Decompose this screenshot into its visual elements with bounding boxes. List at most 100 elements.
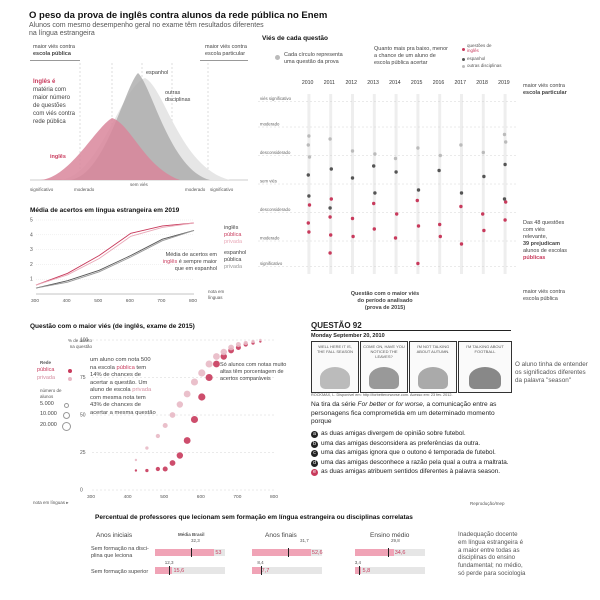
years-row-label-4: desconsiderado — [260, 207, 291, 212]
years-dot-1-8 — [416, 188, 421, 192]
scatter-dot-0-10 — [213, 360, 220, 368]
bars-row-label-2: Sem formação superior — [91, 569, 149, 575]
years-dot-0-11 — [395, 212, 399, 216]
option-d[interactable]: d uma das amigas desconhece a razão pela … — [311, 459, 511, 467]
option-a[interactable]: a as duas amigas divergem de opinião sobr… — [311, 430, 511, 438]
line-note: Média de acertos em inglês é sempre maio… — [162, 252, 217, 272]
density-tick-sem-vies: sem viés — [130, 182, 149, 187]
years-dot-1-5 — [373, 191, 377, 195]
option-c[interactable]: c uma das amigas ignora que o outono é te… — [311, 449, 511, 457]
bars-panel-title: Percentual de professores que lecionam s… — [95, 514, 413, 521]
scatter-legend-rede: Rede — [40, 360, 52, 365]
scatter-dot-0-7 — [190, 415, 199, 424]
option-b-letter: b — [311, 440, 318, 448]
years-right-bottom-2: escola pública — [523, 296, 558, 302]
scatter-dot-1-6 — [183, 390, 191, 398]
scatter-dot-1-0 — [134, 458, 138, 462]
bar-1-0 — [252, 549, 311, 556]
scatter-dot-0-5 — [176, 452, 184, 459]
scatter-dot-0-3 — [162, 466, 168, 472]
scatter-panel-title: Questão com o maior viés (de inglês, exa… — [30, 323, 195, 330]
years-dot-0-10 — [372, 227, 376, 231]
years-dot-0-7 — [350, 216, 355, 221]
bar-value-1-0: 52,6 — [311, 549, 323, 556]
scatter-dot-1-7 — [190, 378, 199, 386]
years-dot-2-5 — [373, 152, 377, 156]
page-subtitle-1: Alunos com mesmo desempenho geral no exa… — [29, 22, 264, 29]
scatter-dot-1-11 — [220, 348, 227, 356]
bars-group-0-media: 32,3 — [191, 538, 200, 543]
years-row-label-6: significativo — [260, 261, 283, 266]
scatter-legend-privada: privada — [37, 375, 56, 381]
years-dot-2-7 — [416, 146, 420, 150]
years-dot-0-2 — [307, 203, 312, 207]
scatter-note-left: um aluno com nota 500 na escola pública … — [90, 357, 156, 416]
density-right-label-2: escola particular — [205, 51, 246, 57]
scatter-legend-publica: pública — [37, 367, 55, 373]
density-left-arrow — [30, 60, 80, 61]
years-row-label-2: desconsiderado — [260, 150, 291, 155]
years-row-label-3: sem viés — [260, 179, 277, 184]
legend-circle-icon — [275, 55, 280, 60]
bar-value-2-1: 5,8 — [362, 567, 371, 574]
years-dot-2-9 — [459, 143, 463, 147]
scatter-dot-0-2 — [155, 466, 160, 472]
density-chart: moderado significativo sem viés moderado… — [30, 63, 248, 192]
bar-bg-0-1 — [155, 567, 225, 574]
bars-group-2-media: 29,8 — [391, 538, 400, 543]
scatter-dot-0-4 — [169, 460, 176, 466]
years-dot-0-18 — [459, 204, 463, 209]
bar-0-0 — [155, 549, 215, 556]
scatter-dot-1-3 — [162, 422, 168, 429]
years-dot-2-4 — [350, 149, 355, 153]
scatter-dot-1-2 — [155, 433, 160, 439]
line-xlabel: nota em línguas — [208, 289, 225, 300]
years-dot-0-8 — [351, 234, 355, 239]
line-series-0 — [35, 222, 195, 286]
option-b[interactable]: b uma das amigas desconsidera as preferên… — [311, 440, 511, 448]
bars-side-note: Inadequação docente em língua estrangeir… — [458, 531, 526, 577]
legend-publica-icon — [68, 369, 72, 373]
years-legend-espanhol: espanhol — [467, 56, 486, 61]
legend-privada-icon — [68, 377, 72, 381]
comic-figure-1 — [320, 367, 350, 389]
option-e[interactable]: e as duas amigas atribuem sentidos difere… — [311, 468, 511, 476]
scatter-dot-1-4 — [169, 412, 176, 418]
scatter-xtick-600: 600 — [197, 494, 205, 500]
question-title-rule — [311, 330, 511, 331]
years-legend-circle: Cada círculo representa uma questão da p… — [284, 52, 343, 65]
scatter-dot-0-9 — [205, 373, 213, 382]
scatter-dot-1-10 — [213, 353, 220, 360]
years-dot-0-21 — [481, 212, 485, 216]
years-dot-0-1 — [307, 230, 311, 234]
year-label-2010: 2010 — [302, 80, 314, 86]
years-dot-2-1 — [307, 134, 311, 138]
bar-media-marker-1-1 — [261, 566, 263, 575]
density-tick-significativo-left: significativo — [30, 187, 54, 192]
scatter-dot-0-6 — [183, 437, 191, 444]
scatter-dot-0-0 — [134, 469, 138, 472]
line-ytick-1: 1 — [30, 277, 33, 283]
line-xtick-500: 500 — [94, 298, 102, 304]
years-dot-1-4 — [350, 176, 355, 180]
bar-media-marker-2-1 — [358, 566, 360, 575]
years-dot-1-10 — [459, 191, 464, 195]
scatter-dot-1-16 — [259, 338, 262, 342]
bar-bg-2-1 — [355, 567, 425, 574]
years-dot-0-12 — [393, 236, 398, 240]
bar-1-1 — [252, 567, 261, 574]
page-title: O peso da prova de inglês contra alunos … — [29, 10, 328, 21]
scatter-xtick-400: 400 — [124, 494, 132, 500]
years-legend-outras: outras disciplinas — [467, 63, 502, 68]
scatter-xtick-700: 700 — [233, 494, 241, 500]
bar-bg-1-1 — [252, 567, 322, 574]
comic-panel-2-text: COME ON, HAVE YOU NOTICED THE LEAVES? — [363, 344, 405, 359]
density-tick-moderado-right: moderado — [185, 187, 206, 192]
scatter-ytick-25: 25 — [80, 450, 86, 456]
question-intro: Na tira da série For better or for worse… — [311, 401, 497, 426]
years-dot-2-0 — [306, 143, 310, 147]
years-legend-ingles: questões de inglês — [467, 43, 492, 53]
bars-row-label-1: Sem formação na disci- plina que leciona — [91, 546, 149, 559]
year-label-2012: 2012 — [346, 80, 358, 86]
line-xtick-700: 700 — [157, 298, 165, 304]
